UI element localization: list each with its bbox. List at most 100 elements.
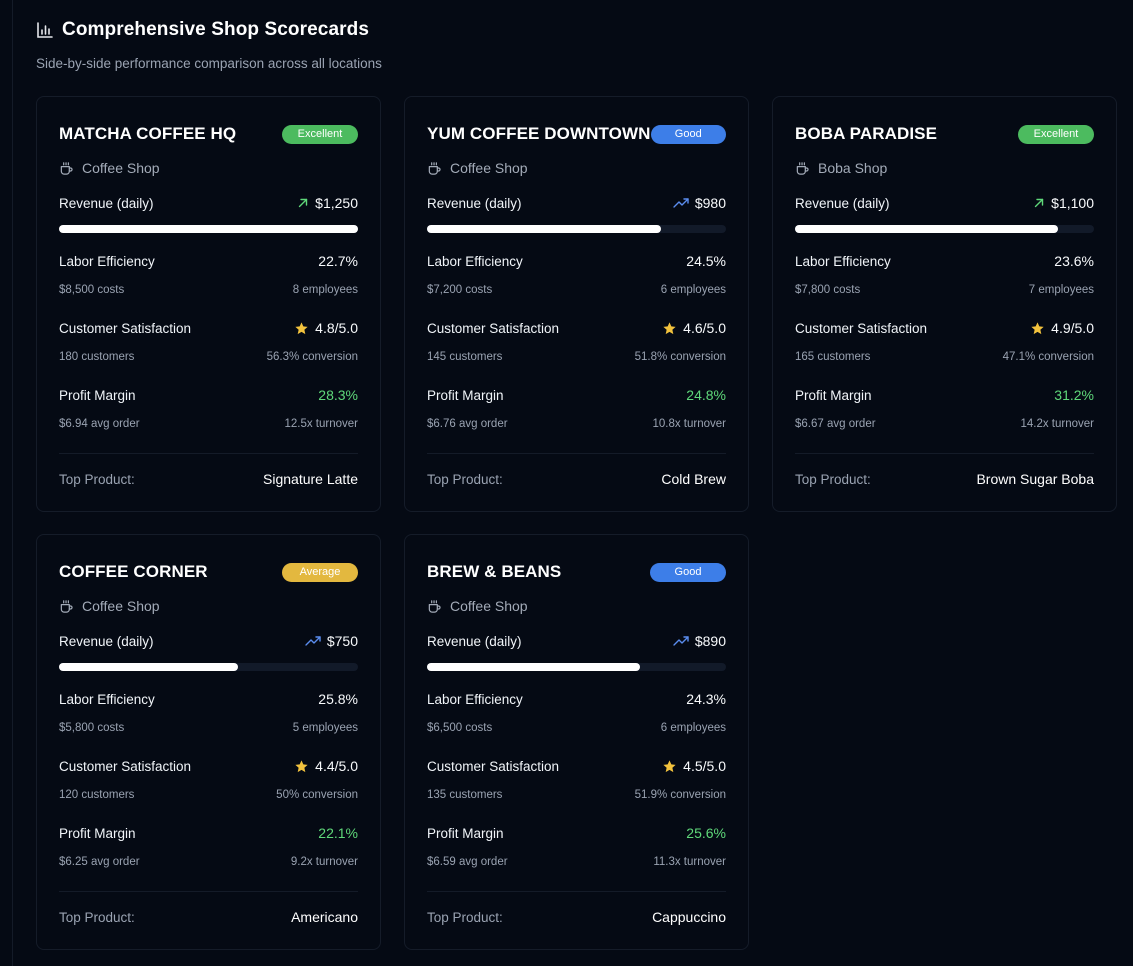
avg-order: $6.67 avg order	[795, 418, 876, 430]
revenue-progress-bar	[795, 225, 1094, 233]
labor-value: 23.6%	[1054, 253, 1094, 269]
revenue-label: Revenue (daily)	[427, 195, 522, 211]
top-product-label: Top Product:	[795, 471, 871, 487]
turnover: 9.2x turnover	[290, 856, 358, 868]
revenue-progress-fill	[59, 225, 358, 233]
coffee-cup-icon	[60, 161, 73, 175]
revenue-value: $1,250	[297, 195, 358, 211]
satisfaction-label: Customer Satisfaction	[59, 320, 192, 336]
divider	[427, 891, 726, 892]
satisfaction-label: Customer Satisfaction	[59, 758, 192, 774]
employee-count: 8 employees	[292, 284, 358, 296]
customer-count: 120 customers	[59, 789, 135, 801]
satisfaction-label: Customer Satisfaction	[795, 320, 928, 336]
revenue-label: Revenue (daily)	[795, 195, 890, 211]
labor-label: Labor Efficiency	[59, 691, 155, 707]
top-product-label: Top Product:	[59, 909, 135, 925]
shop-name: MATCHA COFFEE HQ	[59, 124, 237, 143]
top-product-label: Top Product:	[427, 909, 503, 925]
revenue-progress-bar	[427, 225, 726, 233]
labor-costs: $8,500 costs	[59, 284, 125, 296]
labor-costs: $7,200 costs	[427, 284, 493, 296]
employee-count: 6 employees	[660, 284, 726, 296]
scorecards-panel	[12, 0, 1133, 966]
employee-count: 7 employees	[1028, 284, 1094, 296]
labor-value: 24.5%	[686, 253, 726, 269]
top-product-value: Brown Sugar Boba	[976, 471, 1094, 487]
coffee-cup-icon	[428, 599, 441, 613]
customer-count: 165 customers	[795, 351, 871, 363]
avg-order: $6.94 avg order	[59, 418, 140, 430]
page-title: Comprehensive Shop Scorecards	[62, 19, 370, 40]
profit-value: 22.1%	[318, 825, 358, 841]
satisfaction-label: Customer Satisfaction	[427, 320, 560, 336]
up-arrow-icon	[1034, 198, 1044, 208]
revenue-progress-fill	[795, 225, 1059, 233]
divider	[795, 453, 1094, 454]
profit-label: Profit Margin	[427, 387, 504, 403]
conversion-rate: 47.1% conversion	[1002, 351, 1094, 363]
star-icon	[663, 759, 676, 772]
turnover: 14.2x turnover	[1020, 418, 1094, 430]
revenue-label: Revenue (daily)	[427, 633, 522, 649]
turnover: 11.3x turnover	[653, 856, 726, 868]
revenue-progress-fill	[427, 225, 662, 233]
revenue-progress-bar	[427, 663, 726, 671]
employee-count: 6 employees	[660, 722, 726, 734]
labor-label: Labor Efficiency	[59, 253, 155, 269]
shop-scorecard: BREW & BEANS Good Coffee Shop Revenue (d…	[404, 534, 749, 950]
rating-badge: Excellent	[1018, 124, 1094, 144]
revenue-value: $890	[673, 633, 726, 649]
shop-name: YUM COFFEE DOWNTOWN	[427, 124, 651, 143]
up-arrow-icon	[298, 198, 308, 208]
rating-badge: Good	[650, 124, 726, 144]
satisfaction-value: 4.8/5.0	[294, 320, 358, 336]
conversion-rate: 56.3% conversion	[266, 351, 358, 363]
turnover: 10.8x turnover	[652, 418, 726, 430]
profit-value: 24.8%	[686, 387, 726, 403]
customer-count: 135 customers	[427, 789, 503, 801]
coffee-cup-icon	[428, 161, 441, 175]
divider	[59, 891, 358, 892]
employee-count: 5 employees	[292, 722, 358, 734]
conversion-rate: 51.9% conversion	[634, 789, 726, 801]
satisfaction-value: 4.5/5.0	[662, 758, 726, 774]
top-product-value: Signature Latte	[263, 471, 358, 487]
shop-type: Coffee Shop	[82, 598, 160, 614]
star-icon	[295, 759, 308, 772]
satisfaction-value: 4.4/5.0	[294, 758, 358, 774]
avg-order: $6.25 avg order	[59, 856, 140, 868]
avg-order: $6.76 avg order	[427, 418, 508, 430]
customer-count: 180 customers	[59, 351, 135, 363]
rating-badge: Good	[650, 562, 726, 582]
customer-count: 145 customers	[427, 351, 503, 363]
profit-value: 25.6%	[686, 825, 726, 841]
shop-scorecard: YUM COFFEE DOWNTOWN Good Coffee Shop Rev…	[404, 96, 749, 512]
labor-label: Labor Efficiency	[795, 253, 891, 269]
labor-value: 25.8%	[318, 691, 358, 707]
revenue-progress-bar	[59, 663, 358, 671]
satisfaction-value: 4.6/5.0	[662, 320, 726, 336]
profit-label: Profit Margin	[59, 825, 136, 841]
profit-value: 28.3%	[318, 387, 358, 403]
top-product-value: Americano	[291, 909, 358, 925]
shop-name: BOBA PARADISE	[795, 124, 938, 143]
top-product-value: Cold Brew	[661, 471, 726, 487]
revenue-progress-bar	[59, 225, 358, 233]
star-icon	[295, 321, 308, 334]
satisfaction-value: 4.9/5.0	[1030, 320, 1094, 336]
shop-type: Coffee Shop	[82, 160, 160, 176]
section-header: Comprehensive Shop Scorecards	[36, 19, 369, 41]
trending-up-icon	[305, 636, 321, 646]
labor-label: Labor Efficiency	[427, 253, 523, 269]
shop-type: Coffee Shop	[450, 598, 528, 614]
labor-costs: $5,800 costs	[59, 722, 125, 734]
revenue-value: $750	[305, 633, 358, 649]
shop-name: BREW & BEANS	[427, 562, 562, 581]
rating-badge: Excellent	[282, 124, 358, 144]
labor-costs: $7,800 costs	[795, 284, 861, 296]
shop-name: COFFEE CORNER	[59, 562, 208, 581]
shop-scorecard: BOBA PARADISE Excellent Boba Shop Revenu…	[772, 96, 1117, 512]
turnover: 12.5x turnover	[284, 418, 358, 430]
bar-chart-icon	[37, 22, 53, 38]
